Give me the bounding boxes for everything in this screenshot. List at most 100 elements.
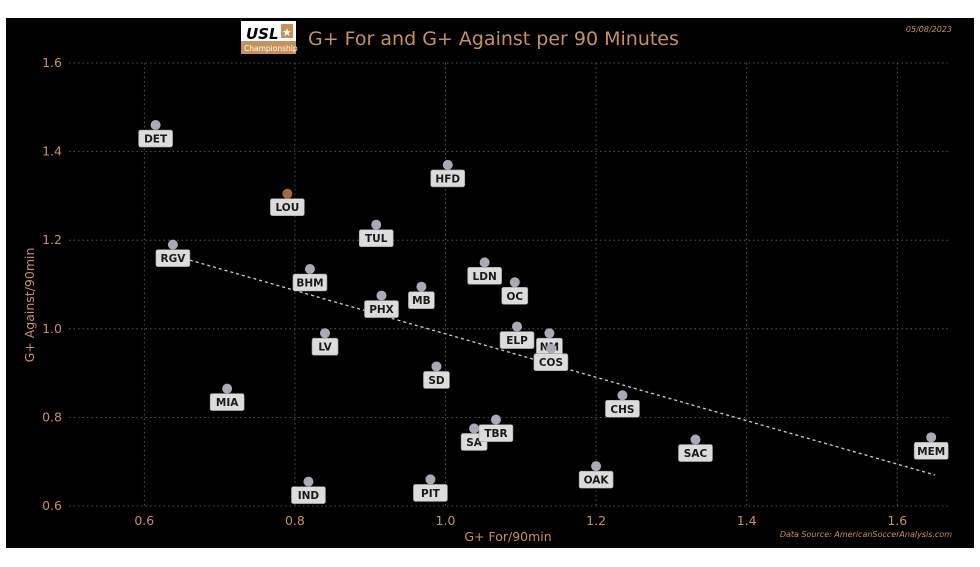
usl-championship-logo: USL ★ Championship	[241, 21, 298, 54]
point-label: COS	[533, 353, 569, 372]
point-marker	[490, 414, 501, 425]
point-marker	[690, 434, 701, 445]
point-label-text: MEM	[917, 446, 945, 458]
y-axis-title: G+ Against/90min	[22, 248, 37, 363]
data-point-bhm: BHM	[292, 263, 328, 292]
date-stamp: 05/08/2023	[906, 25, 952, 34]
point-label: CHS	[605, 399, 640, 418]
ticks-group: 0.6 0.8 1.0 1.2 1.4 1.6 0.6 0.8 1.0 1.2 1.4 1.6	[42, 55, 907, 528]
point-label: TBR	[478, 424, 514, 442]
point-label-text: HFD	[435, 173, 460, 185]
star-icon: ★	[282, 26, 292, 39]
x-tick-label: 0.6	[134, 513, 154, 528]
data-point-rgv: RGV	[155, 239, 191, 267]
point-label-text: OAK	[584, 475, 610, 487]
point-label: MIA	[209, 393, 245, 411]
point-label-text: IND	[298, 490, 320, 502]
point-label: DET	[138, 129, 173, 148]
point-marker	[926, 432, 937, 443]
point-marker	[376, 290, 387, 301]
chart-title: G+ For and G+ Against per 90 Minutes	[308, 28, 679, 50]
data-point-lv: LV	[311, 328, 339, 356]
y-tick-label: 1.6	[42, 55, 62, 70]
x-axis-title: G+ For/90min	[464, 529, 551, 544]
y-tick-label: 0.6	[42, 498, 62, 513]
data-point-ind: IND	[291, 476, 326, 504]
data-point-sd: SD	[423, 361, 450, 389]
point-label-text: CHS	[610, 404, 634, 416]
point-marker	[303, 476, 314, 487]
x-tick-label: 1.6	[887, 513, 907, 528]
x-tick-label: 0.8	[285, 513, 305, 528]
point-label: OC	[501, 286, 529, 305]
point-marker	[469, 423, 480, 434]
point-marker	[544, 328, 555, 339]
data-point-phx: PHX	[364, 290, 399, 318]
point-label-text: PIT	[421, 488, 441, 500]
point-label-text: SAC	[684, 448, 708, 460]
point-label: TUL	[358, 229, 394, 247]
point-label-text: BHM	[296, 277, 323, 289]
point-marker	[222, 383, 233, 394]
point-label: LV	[311, 337, 339, 356]
y-tick-label: 1.4	[42, 144, 62, 159]
points-group: DETRGVMIALOUBHMINDLVTULPHXMBPITSDHFDSALD…	[138, 120, 949, 504]
point-marker	[371, 219, 382, 230]
point-marker	[416, 281, 427, 292]
point-label-text: SD	[428, 375, 445, 387]
scatter-chart: DETRGVMIALOUBHMINDLVTULPHXMBPITSDHFDSALD…	[22, 21, 952, 544]
point-marker	[442, 159, 453, 170]
data-point-tbr: TBR	[478, 414, 514, 442]
data-point-tul: TUL	[358, 219, 394, 247]
data-point-chs: CHS	[605, 390, 640, 418]
point-marker	[320, 328, 331, 339]
point-label-text: RGV	[160, 253, 186, 265]
point-label: LDN	[467, 267, 502, 285]
point-marker	[509, 277, 520, 288]
point-label-text: LDN	[473, 271, 497, 283]
data-point-det: DET	[138, 120, 173, 148]
data-source: Data Source: AmericanSoccerAnalysis.com	[780, 530, 952, 539]
point-label-text: PHX	[369, 304, 394, 316]
data-point-oc: OC	[501, 277, 529, 305]
point-label: LOU	[270, 198, 305, 216]
point-label-text: ELP	[506, 335, 528, 347]
point-label-text: TBR	[484, 428, 507, 440]
point-marker	[304, 263, 315, 274]
point-label: PHX	[364, 300, 399, 318]
point-marker	[512, 321, 523, 332]
point-label: BHM	[292, 273, 328, 292]
point-marker	[167, 239, 178, 250]
logo-star-box	[281, 24, 293, 38]
point-marker	[425, 474, 436, 485]
grid	[69, 62, 950, 507]
data-point-lou: LOU	[270, 188, 305, 216]
point-label-text: MB	[412, 295, 430, 307]
point-label-text: COS	[539, 357, 563, 369]
data-point-oak: OAK	[578, 461, 614, 489]
point-label: MB	[408, 291, 435, 310]
point-label: ELP	[499, 331, 535, 349]
chart-frame: DET RGV MIA LOU BHM IND LV TUL PHX MB PIT SD HFD SA LD…	[6, 18, 974, 548]
point-marker	[617, 390, 628, 401]
point-label: IND	[291, 486, 326, 504]
data-point-elp: ELP	[499, 321, 535, 349]
point-label-text: OC	[506, 291, 523, 303]
data-point-pit: PIT	[413, 474, 448, 502]
x-tick-label: 1.2	[586, 513, 606, 528]
x-tick-label: 1.4	[737, 513, 757, 528]
point-marker	[431, 361, 442, 372]
point-label: SD	[423, 371, 450, 389]
point-marker	[479, 257, 490, 268]
data-point-cos: COS	[533, 343, 569, 372]
data-point-sac: SAC	[678, 434, 713, 462]
data-point-ldn: LDN	[467, 257, 502, 285]
data-point-mia: MIA	[209, 383, 245, 411]
logo-subtitle: Championship	[244, 44, 298, 53]
point-marker	[150, 120, 161, 131]
y-tick-label: 1.2	[42, 232, 62, 247]
logo-subtitle-band	[241, 41, 296, 54]
logo-text: USL	[246, 25, 279, 43]
point-label: MEM	[913, 442, 949, 460]
x-tick-label: 1.0	[436, 513, 456, 528]
